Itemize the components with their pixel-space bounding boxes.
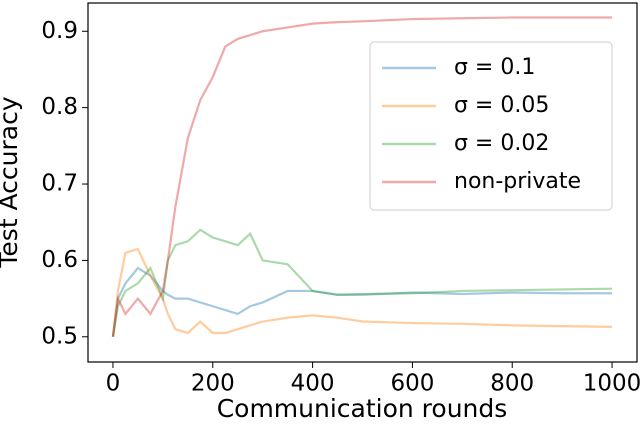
- x-axis-label: Communication rounds: [217, 394, 508, 423]
- y-tick-label: 0.5: [41, 323, 78, 349]
- x-tick-label: 0: [106, 371, 121, 397]
- x-tick-label: 400: [291, 371, 335, 397]
- plot-frame: [87, 2, 638, 363]
- x-tick-label: 200: [191, 371, 235, 397]
- y-axis-label: Test Accuracy: [0, 96, 23, 269]
- legend-text: σ = 0.1: [454, 55, 535, 80]
- y-tick-label: 0.8: [41, 94, 78, 120]
- series-line: [111, 247, 613, 337]
- x-tick-label: 800: [490, 371, 534, 397]
- legend-text: σ = 0.05: [454, 93, 549, 118]
- legend-text: σ = 0.02: [454, 131, 549, 156]
- x-tick-label: 1000: [583, 371, 642, 397]
- series-line: [111, 228, 613, 337]
- x-tick-label: 600: [390, 371, 434, 397]
- legend: σ = 0.1 σ = 0.05 σ = 0.02 non-private: [369, 41, 613, 211]
- legend-box: [369, 41, 613, 211]
- series-line: [111, 266, 613, 337]
- series-line: [111, 16, 613, 337]
- legend-text: non-private: [454, 169, 581, 194]
- y-tick-label: 0.6: [41, 247, 78, 273]
- y-tick-label: 0.7: [41, 171, 78, 197]
- y-tick-label: 0.9: [41, 18, 78, 44]
